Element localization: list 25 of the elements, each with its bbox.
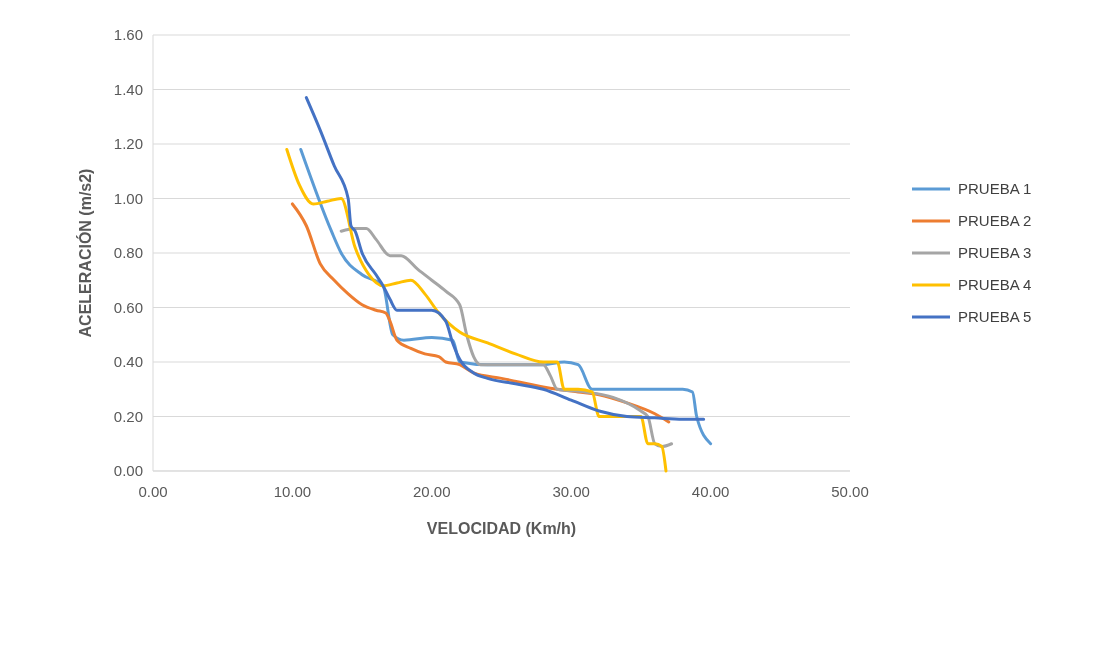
y-tick-label: 1.20 — [113, 135, 143, 153]
legend-label: PRUEBA 3 — [958, 244, 1032, 262]
x-tick-label: 30.00 — [552, 483, 590, 500]
legend-label: PRUEBA 2 — [958, 212, 1032, 230]
x-tick-label: 50.00 — [831, 483, 869, 500]
line-series — [339, 226, 674, 448]
y-tick-label: 0.80 — [113, 244, 143, 262]
y-tick-label: 0.60 — [113, 298, 143, 316]
legend-label: PRUEBA 1 — [958, 180, 1032, 198]
x-tick-label: 20.00 — [413, 483, 451, 500]
y-tick-label: 0.40 — [113, 353, 143, 371]
y-tick-label: 1.40 — [113, 80, 143, 98]
y-tick-label: 1.00 — [113, 189, 143, 207]
legend-label: PRUEBA 5 — [958, 308, 1032, 326]
line-series — [304, 96, 706, 421]
x-tick-label: 0.00 — [138, 483, 168, 500]
y-axis-title: ACELERACIÓN (m/s2) — [76, 168, 94, 338]
legend-label: PRUEBA 4 — [958, 276, 1032, 294]
y-tick-label: 0.00 — [113, 462, 143, 480]
x-tick-label: 40.00 — [691, 483, 730, 500]
x-axis-title: VELOCIDAD (Km/h) — [426, 520, 577, 537]
y-tick-label: 1.60 — [113, 26, 143, 44]
line-series — [285, 147, 668, 473]
x-tick-label: 10.00 — [273, 483, 312, 500]
y-tick-label: 0.20 — [113, 407, 143, 425]
